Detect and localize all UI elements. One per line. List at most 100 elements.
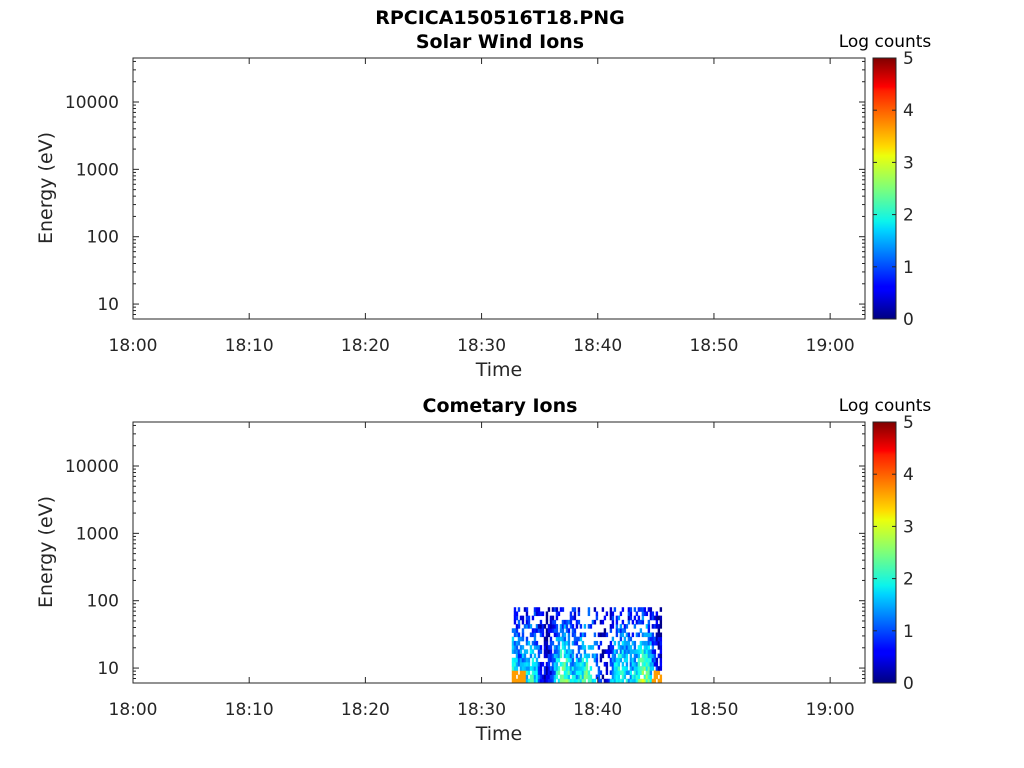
heatmap-cell	[557, 657, 561, 663]
heatmap-cell	[567, 636, 571, 642]
heatmap-cell	[575, 636, 579, 642]
heatmap-cell	[633, 670, 637, 675]
heatmap-cell	[651, 615, 655, 621]
heatmap-cell	[627, 640, 631, 646]
heatmap-cell	[637, 645, 641, 650]
heatmap-cell	[577, 674, 581, 680]
heatmap-cell	[531, 649, 535, 654]
heatmap-cell	[633, 607, 637, 612]
heatmap-cell	[627, 619, 631, 625]
heatmap-cell	[643, 666, 647, 671]
heatmap-cell	[647, 645, 651, 650]
heatmap-cell	[543, 636, 547, 642]
heatmap-cell	[633, 645, 637, 650]
heatmap-cell	[555, 615, 559, 621]
heatmap-cell	[567, 632, 571, 638]
heatmap-cell	[653, 661, 657, 667]
heatmap-cell	[599, 640, 603, 646]
heatmap-cell	[645, 657, 649, 663]
heatmap-cell	[555, 611, 559, 617]
heatmap-cell	[535, 645, 539, 650]
heatmap-cell	[635, 670, 639, 675]
heatmap-cell	[563, 670, 567, 675]
heatmap-cell	[541, 632, 545, 638]
heatmap-cell	[623, 624, 627, 629]
heatmap-cell	[611, 678, 615, 683]
heatmap-cell	[525, 661, 529, 667]
heatmap-cell	[629, 649, 633, 654]
heatmap-cell	[621, 645, 625, 650]
heatmap-cell	[523, 624, 527, 629]
heatmap-cell	[657, 670, 661, 675]
heatmap-cell	[599, 632, 603, 638]
heatmap-cell	[653, 670, 657, 675]
heatmap-cell	[557, 653, 561, 659]
heatmap-cell	[569, 611, 573, 617]
heatmap-cell	[611, 674, 615, 680]
heatmap-cell	[527, 640, 531, 646]
heatmap-cell	[637, 615, 641, 621]
heatmap-cell	[511, 666, 515, 671]
heatmap-cell	[649, 615, 653, 621]
heatmap-cell	[571, 615, 575, 621]
heatmap-cell	[599, 670, 603, 675]
heatmap-cell	[589, 678, 593, 683]
heatmap-cell	[521, 657, 525, 663]
heatmap-cell	[551, 661, 555, 667]
heatmap-cell	[639, 678, 643, 683]
heatmap-cell	[571, 624, 575, 629]
heatmap-cell	[579, 653, 583, 659]
heatmap-cell	[625, 653, 629, 659]
heatmap-cell	[513, 611, 517, 617]
heatmap-cell	[657, 615, 661, 621]
heatmap-cell	[533, 678, 537, 683]
heatmap-cell	[653, 640, 657, 646]
heatmap-cell	[617, 645, 621, 650]
heatmap-cell	[559, 607, 563, 612]
heatmap-cell	[655, 615, 659, 621]
heatmap-cell	[643, 611, 647, 617]
heatmap-cell	[651, 611, 655, 617]
heatmap-cell	[619, 657, 623, 663]
heatmap-cell	[565, 674, 569, 680]
heatmap-cell	[635, 619, 639, 625]
heatmap-cell	[595, 674, 599, 680]
heatmap-cell	[535, 628, 539, 633]
heatmap-cell	[527, 678, 531, 683]
heatmap-cell	[625, 657, 629, 663]
heatmap-cell	[555, 653, 559, 659]
heatmap-cell	[653, 657, 657, 663]
heatmap-cell	[629, 678, 633, 683]
y-axis-label: Energy (eV)	[35, 496, 57, 608]
heatmap-cell	[529, 632, 533, 638]
heatmap-cell	[647, 657, 651, 663]
heatmap-cell	[621, 661, 625, 667]
heatmap-cell	[513, 615, 517, 621]
heatmap-cell	[617, 678, 621, 683]
heatmap-cell	[545, 645, 549, 650]
heatmap-cell	[565, 657, 569, 663]
heatmap-cell	[513, 674, 517, 680]
heatmap-cell	[519, 657, 523, 663]
heatmap-cell	[561, 607, 565, 612]
heatmap-cell	[637, 649, 641, 654]
heatmap-cell	[589, 645, 593, 650]
heatmap-cell	[643, 678, 647, 683]
heatmap-cell	[559, 674, 563, 680]
heatmap-cell	[581, 640, 585, 646]
heatmap-cell	[629, 636, 633, 642]
heatmap-cell	[565, 628, 569, 633]
heatmap-cell	[533, 611, 537, 617]
heatmap-cell	[569, 653, 573, 659]
heatmap-cell	[621, 649, 625, 654]
heatmap-cell	[647, 619, 651, 625]
heatmap-cell	[573, 628, 577, 633]
heatmap-cell	[621, 619, 625, 625]
heatmap-cell	[639, 640, 643, 646]
heatmap-cell	[555, 632, 559, 638]
heatmap-cell	[515, 632, 519, 638]
heatmap-cell	[571, 632, 575, 638]
heatmap-cell	[567, 666, 571, 671]
heatmap-cell	[619, 624, 623, 629]
heatmap-cell	[543, 674, 547, 680]
